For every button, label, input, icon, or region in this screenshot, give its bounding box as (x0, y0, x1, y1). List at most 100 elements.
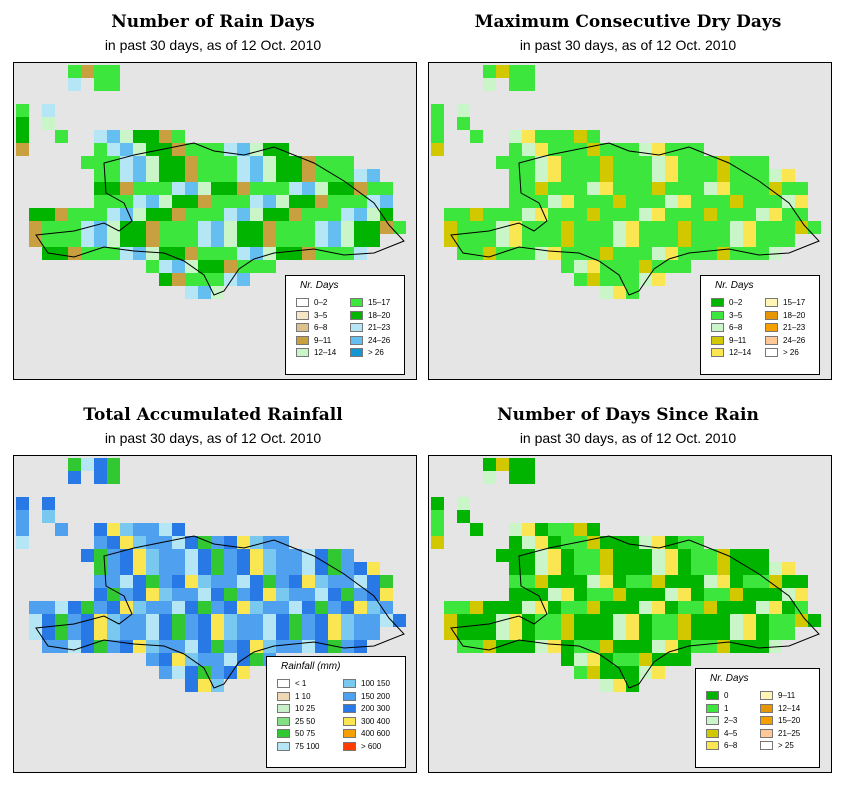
grid-cell (574, 601, 587, 614)
grid-cell (159, 562, 172, 575)
grid-cell (509, 234, 522, 247)
grid-cell (133, 614, 146, 627)
grid-cell (574, 143, 587, 156)
grid-cell (522, 562, 535, 575)
grid-cell (29, 234, 42, 247)
grid-cell (367, 575, 380, 588)
grid-cell (782, 614, 795, 627)
grid-cell (548, 221, 561, 234)
grid-cell (250, 156, 263, 169)
grid-cell (250, 536, 263, 549)
grid-cell (600, 614, 613, 627)
grid-cell (276, 156, 289, 169)
grid-cell (289, 601, 302, 614)
grid-cell (743, 614, 756, 627)
grid-cell (367, 614, 380, 627)
grid-cell (509, 247, 522, 260)
legend-label: 0–2 (314, 298, 328, 307)
grid-cell (107, 575, 120, 588)
grid-cell (289, 182, 302, 195)
grid-cell (250, 614, 263, 627)
grid-cell (328, 627, 341, 640)
grid-cell (587, 208, 600, 221)
grid-cell (146, 562, 159, 575)
legend-swatch (765, 348, 778, 357)
legend-title: Rainfall (mm) (281, 661, 341, 672)
grid-cell (652, 234, 665, 247)
grid-cell (185, 549, 198, 562)
grid-cell (211, 260, 224, 273)
grid-cell (535, 614, 548, 627)
grid-cell (431, 510, 444, 523)
grid-cell (535, 562, 548, 575)
grid-cell (730, 614, 743, 627)
grid-cell (483, 471, 496, 484)
grid-cell (263, 575, 276, 588)
grid-cell (328, 588, 341, 601)
grid-cell (302, 234, 315, 247)
legend-swatch (343, 679, 356, 688)
grid-cell (146, 195, 159, 208)
grid-cell (652, 221, 665, 234)
map-legend: Nr. Days 0–2 3–5 6–8 9–11 12–14 15–17 18–20 21–… (285, 275, 405, 375)
grid-cell (652, 666, 665, 679)
grid-cell (483, 247, 496, 260)
grid-cell (522, 208, 535, 221)
grid-cell (172, 614, 185, 627)
grid-cell (250, 575, 263, 588)
grid-cell (341, 156, 354, 169)
grid-cell (94, 182, 107, 195)
grid-cell (665, 169, 678, 182)
grid-cell (29, 627, 42, 640)
grid-cell (42, 104, 55, 117)
grid-cell (535, 523, 548, 536)
grid-cell (16, 143, 29, 156)
grid-cell (94, 575, 107, 588)
grid-cell (639, 614, 652, 627)
grid-cell (159, 221, 172, 234)
grid-cell (600, 182, 613, 195)
grid-cell (289, 588, 302, 601)
grid-cell (250, 588, 263, 601)
grid-cell (626, 601, 639, 614)
grid-cell (42, 627, 55, 640)
legend-label: 12–14 (778, 703, 801, 713)
grid-cell (769, 588, 782, 601)
grid-cell (665, 208, 678, 221)
legend-swatch (706, 728, 719, 738)
grid-cell (237, 575, 250, 588)
grid-cell (302, 562, 315, 575)
grid-cell (237, 195, 250, 208)
grid-cell (55, 130, 68, 143)
legend-label: 9–11 (778, 691, 796, 700)
grid-cell (522, 143, 535, 156)
map-legend: Nr. Days 0–2 3–5 6–8 9–11 12–14 15–17 18–20 21–… (700, 275, 820, 375)
grid-cell (185, 666, 198, 679)
legend-label: 6–8 (314, 323, 328, 332)
grid-cell (276, 614, 289, 627)
grid-cell (367, 627, 380, 640)
grid-cell (159, 614, 172, 627)
grid-cell (626, 234, 639, 247)
grid-cell (250, 601, 263, 614)
grid-cell (107, 471, 120, 484)
grid-cell (509, 208, 522, 221)
legend-swatch (296, 335, 309, 345)
grid-cell (678, 588, 691, 601)
grid-cell (211, 208, 224, 221)
grid-cell (470, 614, 483, 627)
grid-cell (535, 208, 548, 221)
legend-swatch (343, 704, 356, 713)
grid-cell (224, 601, 237, 614)
grid-cell (808, 614, 821, 627)
legend-swatch (350, 310, 363, 320)
legend-label: 75 100 (295, 741, 320, 751)
grid-cell (613, 169, 626, 182)
grid-cell (678, 549, 691, 562)
grid-cell (509, 523, 522, 536)
grid-cell (237, 169, 250, 182)
grid-cell (548, 182, 561, 195)
grid-cell (795, 575, 808, 588)
grid-cell (704, 562, 717, 575)
grid-cell (600, 627, 613, 640)
